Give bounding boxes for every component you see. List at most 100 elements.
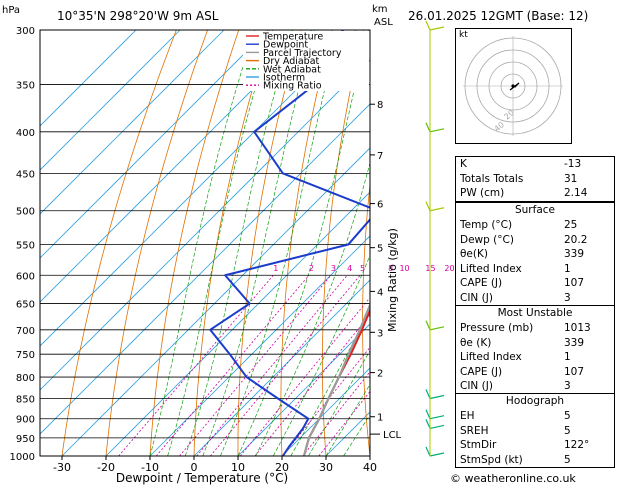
wind-barb <box>425 122 431 133</box>
temperature-tick-label: -20 <box>97 461 115 474</box>
mixing-ratio-line <box>179 274 332 456</box>
location-label: 10°35'N 298°20'W 9m ASL <box>57 9 219 23</box>
mixing-ratio-axis-label: Mixing Ratio (g/kg) <box>386 228 399 332</box>
most-unstable-row: θe (K) 339 <box>460 336 585 349</box>
legend-entry: Parcel Trajectory <box>263 48 342 59</box>
most-unstable-row: CAPE (J) 107 <box>460 365 585 378</box>
pressure-unit-label: hPa <box>2 5 20 16</box>
dry-adiabat-line <box>105 30 208 456</box>
hodograph-row: StmDir 122° <box>460 439 590 452</box>
dry-adiabat-line <box>322 30 364 456</box>
wet-adiabat-line <box>255 161 370 456</box>
legend-entry: Temperature <box>262 32 323 43</box>
wind-barb <box>425 389 431 399</box>
surface-row: CIN (J) 3 <box>460 291 571 304</box>
mixing-ratio-line <box>210 275 361 456</box>
mixing-ratio-line <box>118 274 274 456</box>
pressure-tick-label: 800 <box>16 373 35 384</box>
isotherm-line <box>40 30 269 259</box>
wet-adiabat-line <box>308 349 370 456</box>
surface-row: θe(K) 339 <box>460 248 585 261</box>
hodograph-unit-label: kt <box>459 30 468 40</box>
datetime-label: 26.01.2025 12GMT (Base: 12) <box>408 9 588 23</box>
wind-barb <box>425 20 431 31</box>
plot-frame <box>39 29 371 457</box>
mixing-ratio-tick-label: 10 <box>399 264 409 273</box>
pressure-tick-label: 550 <box>16 240 35 251</box>
wind-barb <box>425 201 431 211</box>
mixing-ratio-line <box>282 346 370 456</box>
km-tick-label: 1 <box>377 413 383 424</box>
mixing-ratio-line <box>254 314 370 456</box>
mixing-ratio-tick-label: 1 <box>273 264 278 273</box>
surface-row: Temp (°C) 25 <box>460 219 578 231</box>
wind-barb <box>429 452 445 457</box>
pressure-tick-label: 450 <box>16 169 35 180</box>
wind-barb <box>429 326 445 331</box>
isotherm-line <box>40 30 313 303</box>
pressure-tick-label: 1000 <box>10 452 35 463</box>
mixing-ratio-tick-label: 3 <box>331 264 336 273</box>
temperature-tick-label: -30 <box>53 461 71 474</box>
pressure-tick-label: 500 <box>16 207 35 218</box>
hodograph-params-title: Hodograph <box>505 395 565 407</box>
most-unstable-row: CIN (J) 3 <box>460 380 571 393</box>
isotherm-line <box>61 147 370 456</box>
km-tick-label: 5 <box>377 244 383 255</box>
isotherm-line <box>193 279 370 456</box>
hodograph-row: StmSpd (kt) 5 <box>460 453 571 466</box>
legend-entry: Mixing Ratio <box>263 81 322 92</box>
isotherm-line <box>40 30 137 127</box>
km-unit-label: km <box>372 4 388 15</box>
isotherm-line <box>40 59 370 391</box>
indices-panel: K -13 Totals Totals 31 PW (cm) 2.14 <box>455 156 615 202</box>
mixing-ratio-tick-label: 8 <box>388 264 393 273</box>
legend-entry: Isotherm <box>263 73 305 84</box>
wind-barb <box>429 26 445 31</box>
hodograph-params-panel: Hodograph EH 5 SREH 5 StmDir 122° StmSpd (k… <box>455 393 615 469</box>
dry-adiabat-line <box>401 30 425 456</box>
legend-entry: Dry Adiabat <box>263 56 320 67</box>
hodograph-origin <box>511 84 515 88</box>
asl-unit-label: ASL <box>374 17 393 28</box>
hodograph-ring-label: 40 <box>493 120 507 133</box>
isotherm-line <box>281 367 370 456</box>
pressure-tick-label: 900 <box>16 415 35 426</box>
wind-barb <box>425 446 431 457</box>
wet-adiabat-line <box>272 254 370 456</box>
wet-adiabat-line <box>290 309 370 456</box>
wind-barb <box>429 424 445 430</box>
isotherm-line <box>40 30 181 171</box>
x-axis-label: Dewpoint / Temperature (°C) <box>116 471 288 485</box>
mixing-ratio-tick-label: 5 <box>360 264 365 273</box>
copyright-label: © weatheronline.co.uk <box>450 472 576 485</box>
wet-adiabat-line <box>220 30 340 456</box>
isotherm-line <box>105 191 370 456</box>
km-tick-label: 2 <box>377 369 383 380</box>
pressure-tick-label: 750 <box>16 350 35 361</box>
dry-adiabat-line <box>61 30 177 456</box>
surface-row: Dewp (°C) 20.2 <box>460 233 588 246</box>
km-tick-label: 3 <box>377 328 383 339</box>
pressure-tick-label: 400 <box>16 128 35 139</box>
wind-barb <box>425 419 431 429</box>
mixing-ratio-line <box>239 296 370 456</box>
mixing-ratio-line <box>196 274 348 456</box>
temperature-tick-label: 20 <box>275 461 289 474</box>
mixing-ratio-tick-label: 20 <box>444 264 454 273</box>
km-tick-label: 7 <box>377 151 383 162</box>
dry-adiabat-line <box>193 30 271 456</box>
pressure-tick-label: 300 <box>16 26 35 37</box>
most-unstable-title: Most Unstable <box>497 307 573 319</box>
footer: © weatheronline.co.uk <box>0 472 629 486</box>
pressure-tick-label: 850 <box>16 394 35 405</box>
temperature-tick-label: 10 <box>231 461 245 474</box>
km-tick-label: 6 <box>377 200 383 211</box>
wind-barb <box>429 207 445 212</box>
isotherm-line <box>237 323 370 456</box>
isotherm-line <box>40 30 225 215</box>
temperature-tick-label: 40 <box>363 461 377 474</box>
pressure-tick-label: 600 <box>16 271 35 282</box>
wet-adiabat-line <box>202 30 315 456</box>
index-row-totals: Totals Totals 31 <box>460 172 578 185</box>
